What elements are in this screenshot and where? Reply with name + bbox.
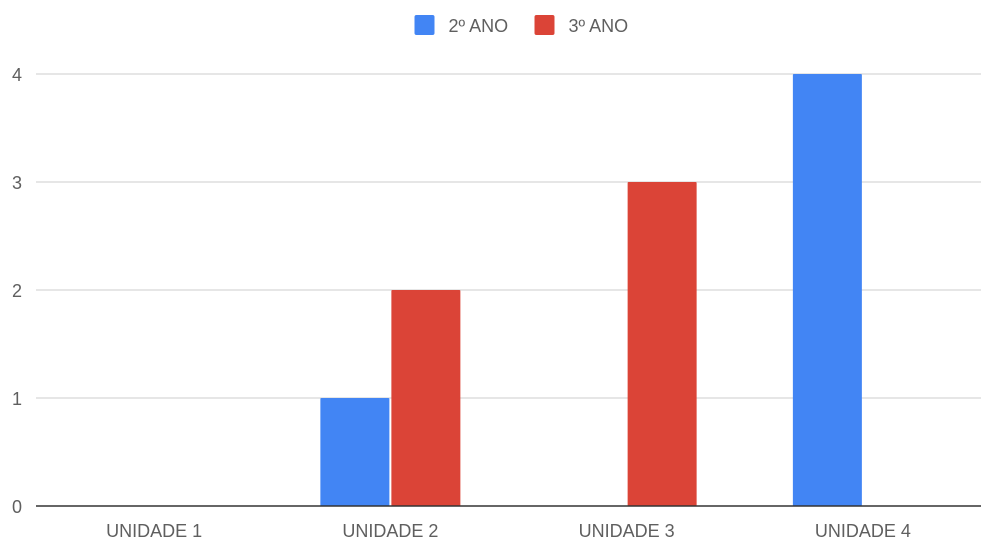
legend-swatch-1 — [414, 15, 435, 35]
x-tick-label-3: UNIDADE 3 — [579, 521, 675, 540]
y-tick-label-4: 4 — [12, 65, 22, 85]
bar-2-series-2 — [391, 290, 461, 506]
y-axis-ticks: 0 1 2 3 4 — [12, 65, 22, 517]
bar-4-series-1 — [792, 74, 862, 506]
y-tick-label-3: 3 — [12, 173, 22, 193]
x-axis-ticks: UNIDADE 1 UNIDADE 2 UNIDADE 3 UNIDADE 4 — [106, 521, 911, 540]
x-tick-label-4: UNIDADE 4 — [815, 521, 911, 540]
bars — [320, 74, 862, 506]
y-tick-label-2: 2 — [12, 281, 22, 301]
bar-3-series-2 — [627, 182, 697, 506]
x-tick-label-1: UNIDADE 1 — [106, 521, 202, 540]
legend: 2º ANO 3º ANO — [414, 15, 629, 36]
legend-label-2: 3º ANO — [569, 16, 629, 36]
legend-label-1: 2º ANO — [449, 16, 509, 36]
x-tick-label-2: UNIDADE 2 — [342, 521, 438, 540]
legend-swatch-2 — [534, 15, 555, 35]
bar-2-series-1 — [320, 398, 390, 506]
y-tick-label-1: 1 — [12, 389, 22, 409]
y-tick-label-0: 0 — [12, 497, 22, 517]
